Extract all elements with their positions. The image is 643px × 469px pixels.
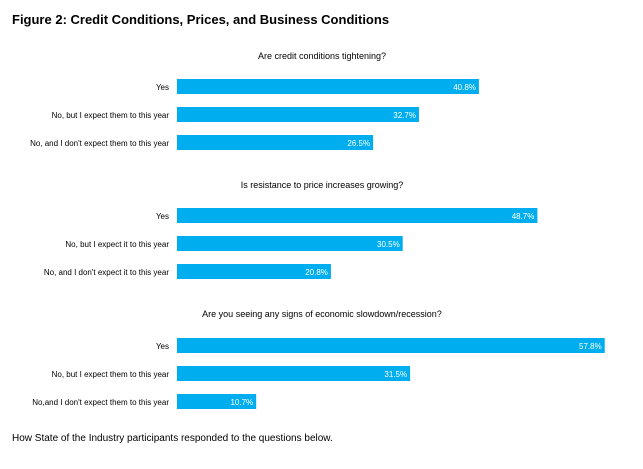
value-label: 57.8% [579,342,602,351]
category-label: No, but I expect it to this year [65,240,169,249]
category-label: Yes [156,83,169,92]
chart-panel-3: Are you seeing any signs of economic slo… [32,309,605,409]
figure-caption: How State of the Industry participants r… [12,433,333,444]
category-label: No, but I expect them to this year [52,370,170,379]
figure-title: Figure 2: Credit Conditions, Prices, and… [12,12,390,27]
bar [177,208,538,223]
value-label: 48.7% [512,212,535,221]
value-label: 32.7% [393,111,416,120]
value-label: 26.5% [347,139,370,148]
value-label: 10.7% [230,398,253,407]
bar [177,107,419,122]
panel-title: Are credit conditions tightening? [258,51,386,61]
value-label: 31.5% [384,370,407,379]
chart-panel-2: Is resistance to price increases growing… [44,180,538,279]
panel-title: Is resistance to price increases growing… [241,180,404,190]
chart-panel-1: Are credit conditions tightening? Yes 40.8… [30,51,479,150]
category-label: No,and I don't expect them to this year [32,398,169,407]
value-label: 30.5% [377,240,400,249]
value-label: 40.8% [453,83,476,92]
bar [177,79,479,94]
panel-title: Are you seeing any signs of economic slo… [202,309,442,319]
bar [177,394,257,409]
bar [177,338,605,353]
category-label: Yes [156,212,169,221]
category-label: No, but I expect them to this year [52,111,170,120]
bar [177,264,331,279]
value-label: 20.8% [305,268,328,277]
category-label: Yes [156,342,169,351]
bar [177,366,411,381]
bar [177,236,403,251]
bar [177,135,374,150]
category-label: No, and I don't expect them to this year [30,139,169,148]
category-label: No, and I don't expect it to this year [44,268,169,277]
